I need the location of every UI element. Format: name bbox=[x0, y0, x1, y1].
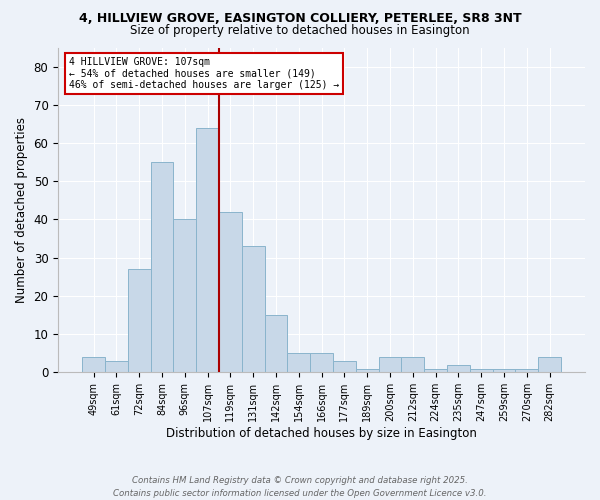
Bar bbox=[356, 368, 379, 372]
Bar bbox=[538, 357, 561, 372]
Bar bbox=[242, 246, 265, 372]
Bar bbox=[515, 368, 538, 372]
Bar bbox=[151, 162, 173, 372]
Y-axis label: Number of detached properties: Number of detached properties bbox=[15, 117, 28, 303]
Bar bbox=[333, 361, 356, 372]
Text: Contains HM Land Registry data © Crown copyright and database right 2025.
Contai: Contains HM Land Registry data © Crown c… bbox=[113, 476, 487, 498]
Bar bbox=[128, 269, 151, 372]
Text: 4, HILLVIEW GROVE, EASINGTON COLLIERY, PETERLEE, SR8 3NT: 4, HILLVIEW GROVE, EASINGTON COLLIERY, P… bbox=[79, 12, 521, 26]
Bar bbox=[196, 128, 219, 372]
Bar bbox=[173, 220, 196, 372]
X-axis label: Distribution of detached houses by size in Easington: Distribution of detached houses by size … bbox=[166, 427, 477, 440]
Bar bbox=[219, 212, 242, 372]
Text: 4 HILLVIEW GROVE: 107sqm
← 54% of detached houses are smaller (149)
46% of semi-: 4 HILLVIEW GROVE: 107sqm ← 54% of detach… bbox=[68, 57, 339, 90]
Bar bbox=[424, 368, 447, 372]
Bar bbox=[493, 368, 515, 372]
Bar bbox=[401, 357, 424, 372]
Bar bbox=[265, 315, 287, 372]
Bar bbox=[379, 357, 401, 372]
Bar bbox=[287, 353, 310, 372]
Bar bbox=[82, 357, 105, 372]
Bar bbox=[310, 353, 333, 372]
Bar bbox=[105, 361, 128, 372]
Text: Size of property relative to detached houses in Easington: Size of property relative to detached ho… bbox=[130, 24, 470, 37]
Bar bbox=[470, 368, 493, 372]
Bar bbox=[447, 364, 470, 372]
